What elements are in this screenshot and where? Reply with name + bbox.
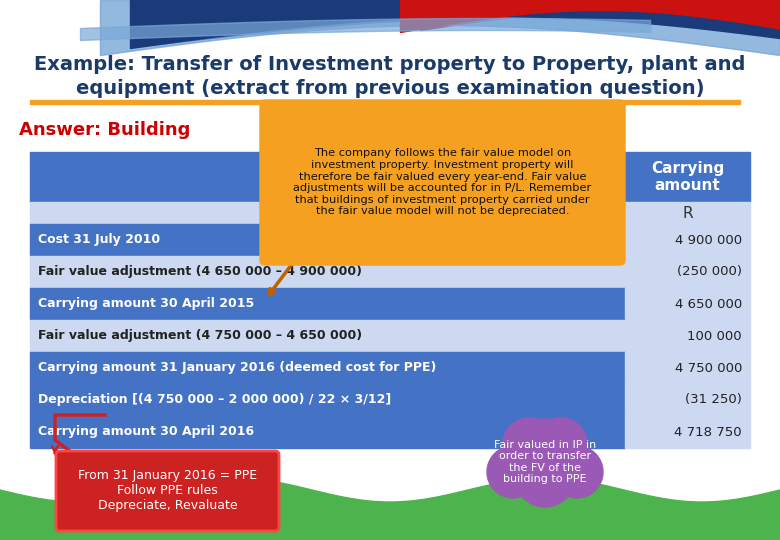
Text: Cost 31 July 2010: Cost 31 July 2010 [38,233,160,246]
Bar [30,256,625,288]
Bar [625,202,750,224]
Text: Carrying amount 31 January 2016 (deemed cost for PPE): Carrying amount 31 January 2016 (deemed … [38,361,436,375]
Bar [30,384,625,416]
Bar [625,352,750,384]
Text: Fair value adjustment (4 750 000 – 4 650 000): Fair value adjustment (4 750 000 – 4 650… [38,329,362,342]
Circle shape [487,446,539,498]
Bar [30,202,625,224]
Text: From 31 January 2016 = PPE
Follow PPE rules
Depreciate, Revaluate: From 31 January 2016 = PPE Follow PPE ru… [78,469,257,512]
FancyBboxPatch shape [260,100,625,265]
Circle shape [503,440,547,484]
Text: Carrying amount 30 April 2016: Carrying amount 30 April 2016 [38,426,254,438]
Text: The company follows the fair value model on
investment property. Investment prop: The company follows the fair value model… [293,148,591,217]
Circle shape [543,440,587,484]
Bar [30,224,625,256]
Bar [625,416,750,448]
Text: 4 718 750: 4 718 750 [675,426,742,438]
FancyBboxPatch shape [56,451,279,531]
Bar [625,224,750,256]
Circle shape [510,419,580,489]
Bar [30,152,625,202]
Text: 100 000: 100 000 [687,329,742,342]
Bar [30,352,625,384]
Text: 4 750 000: 4 750 000 [675,361,742,375]
Text: R: R [682,206,693,220]
Text: Fair valued in IP in
order to transfer
the FV of the
building to PPE: Fair valued in IP in order to transfer t… [494,440,596,484]
Text: Depreciation [(4 750 000 – 2 000 000) / 22 × 3/12]: Depreciation [(4 750 000 – 2 000 000) / … [38,394,392,407]
Text: 4 900 000: 4 900 000 [675,233,742,246]
Text: Carrying
amount: Carrying amount [651,161,724,193]
Circle shape [503,418,555,470]
Text: Carrying amount 30 April 2015: Carrying amount 30 April 2015 [38,298,254,310]
Text: equipment (extract from previous examination question): equipment (extract from previous examina… [76,78,704,98]
Bar [30,416,625,448]
Text: Example: Transfer of Investment property to Property, plant and: Example: Transfer of Investment property… [34,56,746,75]
Bar [30,100,740,104]
Bar [625,152,750,202]
Circle shape [535,418,587,470]
Text: 4 650 000: 4 650 000 [675,298,742,310]
Text: (31 250): (31 250) [685,394,742,407]
Bar [625,320,750,352]
Text: (250 000): (250 000) [677,266,742,279]
Bar [30,320,625,352]
Circle shape [551,446,603,498]
Bar [625,384,750,416]
Text: Answer: Building: Answer: Building [20,121,190,139]
Bar [625,256,750,288]
Bar [30,288,625,320]
Text: Fair value adjustment (4 650 000 – 4 900 000): Fair value adjustment (4 650 000 – 4 900… [38,266,362,279]
Bar [625,288,750,320]
Circle shape [515,447,575,507]
